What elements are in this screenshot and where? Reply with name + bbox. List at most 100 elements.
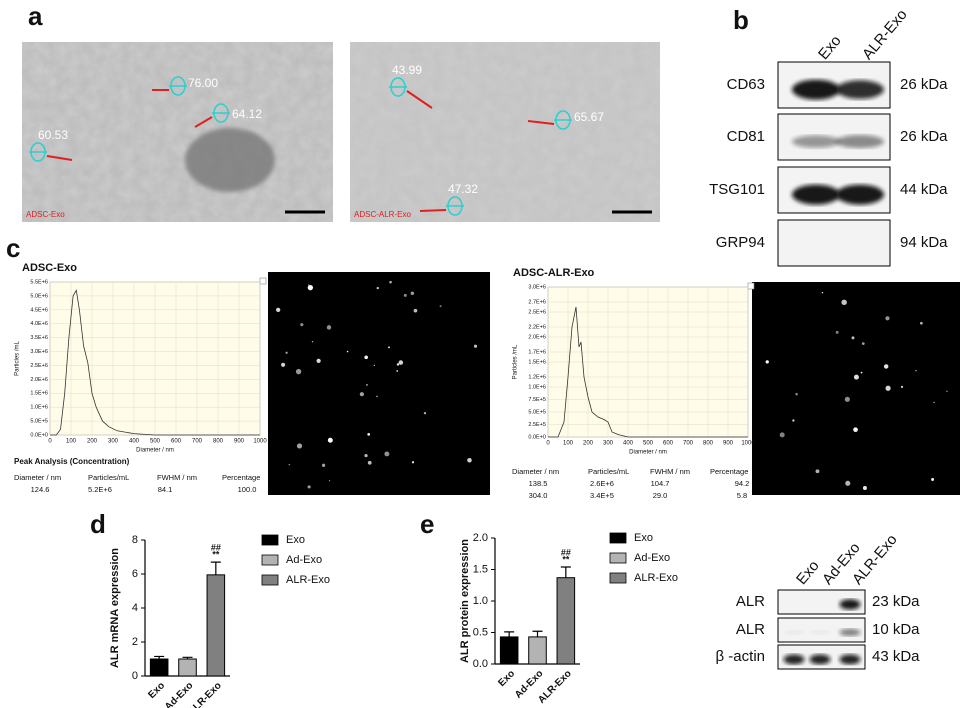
table-cell: 94.2 (735, 479, 750, 488)
x-axis-title: Diameter / nm (136, 448, 174, 454)
x-tick-label: 900 (234, 439, 245, 445)
protein-label: CD81 (727, 128, 765, 145)
y-tick-label: 7.5E+5 (528, 397, 546, 403)
particle (853, 427, 858, 432)
particle (346, 350, 349, 353)
tem-texture (350, 42, 660, 222)
x-tick-label: 300 (603, 441, 614, 447)
legend-label: ALR-Exo (286, 574, 330, 586)
particle (900, 385, 904, 389)
x-tick-label: 0 (546, 441, 550, 447)
x-tick-label: 1000 (741, 441, 755, 447)
particle (861, 342, 865, 345)
y-tick-label: 2.0E+6 (30, 377, 48, 383)
y-tick-label: 1.0 (473, 595, 488, 607)
band (809, 630, 831, 635)
x-tick-label: 600 (663, 441, 674, 447)
legend-label: Exo (286, 534, 305, 546)
particle (792, 419, 795, 422)
error-bar (154, 655, 165, 659)
particle (295, 368, 302, 375)
band (836, 184, 884, 205)
band (792, 184, 840, 205)
particle (765, 360, 769, 364)
x-tick-label: Exo (496, 668, 517, 689)
error-bar (532, 630, 543, 637)
legend-label: ALR-Exo (634, 572, 678, 584)
y-tick-label: 6 (132, 568, 138, 580)
particle (307, 284, 310, 286)
particle (779, 432, 785, 438)
particle (367, 433, 371, 436)
nta-image (268, 272, 490, 495)
panel-label: d (90, 509, 106, 539)
error-bar (182, 656, 193, 659)
bar (528, 636, 547, 665)
y-tick-label: 0.5 (473, 626, 488, 638)
chart-title: ADSC-ALR-Exo (513, 267, 595, 279)
arrow (194, 116, 213, 128)
particle (883, 364, 889, 369)
particle (860, 371, 863, 374)
bar (178, 658, 197, 677)
x-axis-title: Diameter / nm (629, 450, 667, 456)
particle (316, 358, 321, 363)
data-line (50, 289, 260, 436)
x-tick-label: 100 (563, 441, 574, 447)
particle (835, 330, 839, 334)
bar (556, 577, 576, 665)
y-axis-title: ALR protein expression (459, 539, 471, 663)
band (836, 135, 884, 149)
x-tick-label: 200 (87, 439, 98, 445)
table-cell: 100.0 (238, 485, 257, 494)
measurement: 76.00 (188, 76, 218, 90)
x-tick-label: 1000 (253, 439, 267, 445)
table-cell: 5.2E+6 (88, 485, 112, 494)
particle (376, 286, 379, 290)
y-tick-label: 2.5E+5 (528, 422, 546, 428)
particle (815, 469, 820, 474)
particle (853, 374, 859, 380)
y-tick-label: 1.0E+6 (528, 384, 546, 390)
size-label: 26 kDa (900, 128, 948, 145)
table-header: Particles/mL (88, 473, 129, 482)
protein-label: TSG101 (709, 181, 765, 198)
table-cell: 29.0 (653, 491, 668, 500)
significance: ## (561, 547, 571, 557)
bar (149, 658, 169, 677)
error-bar (504, 631, 515, 637)
y-tick-label: 0.0 (473, 658, 488, 670)
protein-label: GRP94 (716, 234, 765, 251)
particle (366, 384, 368, 386)
data-line (548, 306, 748, 438)
particle (845, 480, 851, 486)
lane-label: Exo (815, 32, 845, 63)
particle (821, 291, 824, 294)
particle (398, 360, 404, 365)
legend-label: Ad-Exo (634, 552, 670, 564)
y-axis-title: Particles /mL (513, 344, 519, 379)
particle (389, 280, 392, 284)
x-tick-label: 400 (129, 439, 140, 445)
x-tick-label: 900 (723, 441, 734, 447)
size-label: 94 kDa (900, 234, 948, 251)
panel-label: b (733, 5, 749, 35)
y-tick-label: 0 (132, 670, 138, 682)
y-tick-label: 0.0E+0 (30, 432, 48, 438)
particle (844, 396, 850, 402)
y-tick-label: 4 (132, 602, 138, 614)
table-cell: 84.1 (158, 485, 173, 494)
size-label: 26 kDa (900, 76, 948, 93)
y-tick-label: 3.0E+6 (528, 284, 546, 290)
table-header: Particles/mL (588, 467, 629, 476)
table-cell: 304.0 (529, 491, 548, 500)
particle (411, 461, 415, 464)
protein-label: CD63 (727, 76, 765, 93)
particle (473, 344, 478, 348)
table-header: Percentage (710, 467, 748, 476)
bar (499, 636, 519, 665)
particle (359, 392, 364, 397)
particle (364, 355, 368, 360)
legend-label: Exo (634, 532, 653, 544)
size-label: 10 kDa (872, 621, 920, 638)
